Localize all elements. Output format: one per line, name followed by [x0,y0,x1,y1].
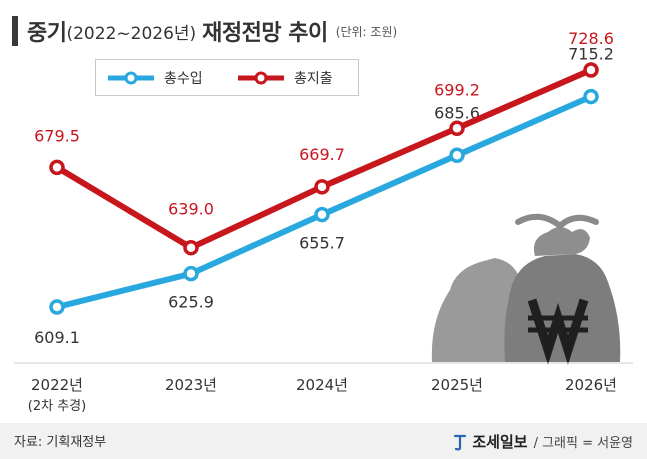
data-label-1-4: 728.6 [568,29,614,48]
money-bag-illustration [431,213,621,365]
money-bag-tie [515,213,599,230]
data-point-1-4 [583,62,599,78]
data-point-0-2 [314,206,330,223]
chart-marks: 609.1 625.9 655.7 685.6 715.2 679.5 639.0 669.7… [28,29,617,414]
x-tick-label-1: 2023년 [165,376,217,394]
money-bag-knot [533,227,590,256]
source-text: 자료: 기획재정부 [14,435,107,450]
data-label-0-1: 625.9 [168,293,214,312]
x-tick-label-4: 2026년 [565,376,617,394]
money-bag-front [504,254,621,362]
won-sign-icon [527,298,589,365]
data-label-1-0: 679.5 [34,126,80,145]
legend-item-revenue: 총수입 [106,60,203,95]
legend-label-expenditure: 총지출 [294,70,333,87]
chart-title-rest: 재정전망 추이 [202,21,328,46]
footer: 자료: 기획재정부 조세일보 / 그래픽 = 서윤영 [0,423,647,459]
money-bag-back [431,258,522,362]
chart-title-period: (2022~2026년) [66,23,197,44]
x-tick-label-2: 2024년 [296,376,348,394]
x-tick-sublabel-0: (2차 추경) [28,399,86,414]
data-label-0-2: 655.7 [299,234,345,253]
legend-item-expenditure: 총지출 [236,60,333,95]
title-accent-bar [12,16,18,46]
data-point-1-2 [314,179,330,195]
chart-canvas: 609.1 625.9 655.7 685.6 715.2 679.5 639.0 669.7… [14,29,633,414]
graphic-credit: / 그래픽 = 서윤영 [533,436,633,451]
data-point-1-0 [49,159,65,176]
chart-title-main: 중기 [27,21,67,46]
x-tick-label-3: 2025년 [431,376,483,394]
data-point-1-3 [449,120,465,137]
chart-header: 중기 (2022~2026년) 재정전망 추이 (단위: 조원) [12,14,397,48]
data-label-0-0: 609.1 [34,328,80,347]
data-point-0-4 [583,88,599,105]
legend-label-revenue: 총수입 [164,70,203,87]
data-label-1-3: 699.2 [434,80,480,99]
chart-unit: (단위: 조원) [335,24,398,39]
credit: 조세일보 / 그래픽 = 서윤영 [452,431,633,452]
data-point-0-0 [49,299,65,315]
logo-icon [454,434,467,450]
data-label-0-3: 685.6 [434,103,480,122]
x-tick-label-0: 2022년 [31,376,83,394]
legend-swatch-expenditure [238,71,284,84]
data-point-1-1 [183,239,199,256]
publisher-logo-text: 조세일보 [472,433,528,451]
legend: 총수입 총지출 [95,59,359,96]
data-label-0-4: 715.2 [568,45,614,64]
data-label-1-2: 669.7 [299,145,345,164]
legend-swatch-revenue [108,71,154,84]
data-point-0-1 [183,265,199,282]
data-point-0-3 [449,147,465,164]
data-label-1-1: 639.0 [168,200,214,219]
